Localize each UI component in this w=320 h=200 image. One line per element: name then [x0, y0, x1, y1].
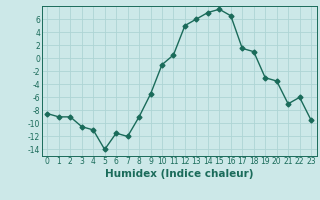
X-axis label: Humidex (Indice chaleur): Humidex (Indice chaleur) [105, 169, 253, 179]
